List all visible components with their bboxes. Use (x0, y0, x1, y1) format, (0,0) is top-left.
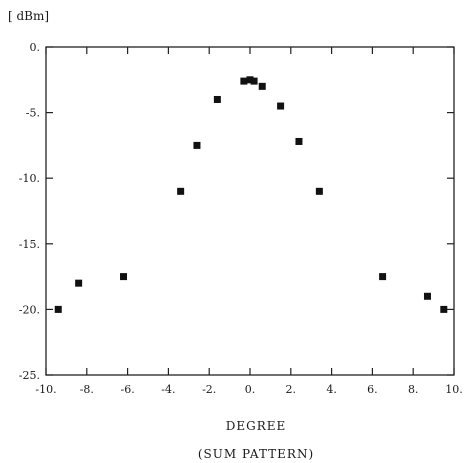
data-point (379, 273, 387, 281)
data-point (193, 141, 201, 149)
data-point (213, 95, 221, 103)
x-tick-label: -8. (80, 383, 94, 396)
data-point (75, 279, 83, 287)
x-tick-label: 8. (408, 383, 419, 396)
x-tick-label: 4. (326, 383, 337, 396)
data-point (240, 77, 248, 85)
data-point (295, 137, 303, 145)
y-tick-label: -10. (19, 172, 40, 185)
x-tick-label: -10. (35, 383, 56, 396)
data-point (440, 305, 448, 313)
x-tick-label: -4. (161, 383, 175, 396)
x-axis-title: DEGREE (226, 419, 287, 433)
x-tick-label: 6. (367, 383, 378, 396)
data-point (315, 187, 323, 195)
data-point (423, 292, 431, 300)
x-tick-label: 2. (286, 383, 297, 396)
y-tick-label: -15. (19, 238, 40, 251)
plot-frame (45, 46, 455, 376)
x-tick-label: -6. (120, 383, 134, 396)
chart-subtitle: (SUM PATTERN) (198, 447, 314, 461)
x-tick-label: 10. (445, 383, 463, 396)
y-tick-label: -20. (19, 303, 40, 316)
x-tick-label: -2. (202, 383, 216, 396)
y-unit-label: [ dBm] (8, 9, 49, 23)
y-tick-label: 0. (30, 41, 41, 54)
data-point (250, 77, 258, 85)
data-point (258, 82, 266, 90)
data-point (177, 187, 185, 195)
data-point (54, 305, 62, 313)
x-tick-label: 0. (245, 383, 256, 396)
data-point (277, 102, 285, 110)
data-point (246, 76, 254, 84)
y-tick-label: -5. (26, 107, 40, 120)
data-point (120, 273, 128, 281)
y-tick-label: -25. (19, 369, 40, 382)
